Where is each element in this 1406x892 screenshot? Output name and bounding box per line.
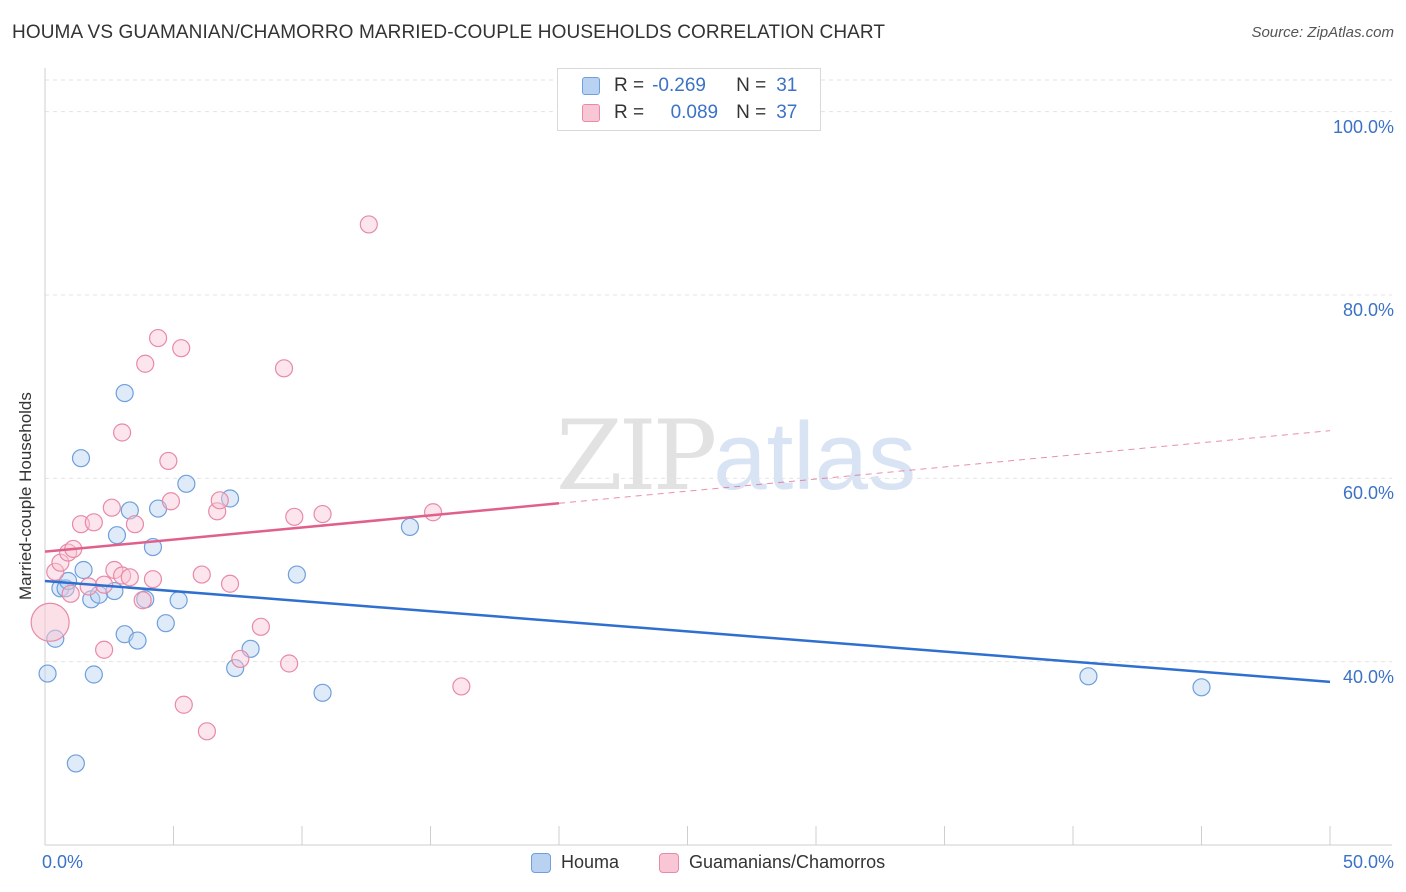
y-tick-label: 40.0%: [1342, 666, 1394, 687]
houma-point: [107, 526, 127, 545]
houma-point: [71, 449, 91, 468]
houma-point: [115, 383, 134, 403]
guam-point: [161, 492, 181, 511]
guam-point: [133, 591, 152, 610]
stats-row-guam: R = 0.089 N = 37: [582, 102, 797, 124]
guam-point: [84, 513, 103, 532]
y-tick-label: 60.0%: [1342, 483, 1394, 504]
guam-point: [251, 617, 270, 636]
legend-item-guam: Guamanians/Chamorros: [659, 852, 885, 873]
guam-point: [274, 359, 294, 378]
houma-point: [226, 658, 245, 678]
guam-point: [46, 562, 65, 581]
guam-point: [102, 498, 121, 517]
guam-point: [125, 515, 145, 534]
houma-point: [66, 754, 85, 773]
houma-point: [169, 591, 188, 610]
r-label: R =: [614, 75, 645, 96]
guam-point: [136, 354, 155, 373]
houma-trend-line: [44, 579, 1331, 684]
houma-point: [51, 579, 70, 598]
houma-point: [1192, 678, 1211, 697]
guam-point: [143, 570, 163, 589]
houma-point: [400, 517, 420, 537]
guam-trend-line: [44, 502, 560, 553]
legend-item-houma: Houma: [531, 852, 619, 873]
chart-title: HOUMA VS GUAMANIAN/CHAMORRO MARRIED-COUP…: [12, 22, 886, 43]
houma-point: [156, 614, 175, 633]
y-axis-label: Married-couple Households: [16, 392, 35, 600]
houma-point: [120, 501, 139, 520]
guam-point: [313, 504, 332, 524]
stats-legend: R = -0.269 N = 31 R = 0.089 N = 37: [557, 68, 821, 131]
legend-label: Houma: [561, 852, 620, 872]
houma-point: [38, 664, 57, 683]
x-tick-label: 50.0%: [1342, 852, 1394, 872]
guam-point: [148, 328, 168, 348]
watermark: ZIPatlas: [556, 400, 916, 512]
source-label: Source: ZipAtlas.com: [1251, 24, 1394, 41]
guam-swatch: [582, 104, 600, 122]
guam-point: [285, 507, 304, 526]
guam-point: [120, 568, 139, 587]
houma-legend-swatch: [531, 852, 551, 873]
guam-point: [359, 215, 378, 234]
guam-point: [112, 423, 132, 442]
houma-point: [128, 631, 147, 650]
houma-point: [74, 560, 93, 580]
guam-point: [51, 553, 70, 572]
n-value: 31: [776, 75, 798, 96]
guam-point: [79, 577, 98, 596]
guam-legend-swatch: [659, 852, 679, 873]
r-value: 0.089: [670, 102, 719, 123]
guam-point: [172, 339, 191, 358]
guam-point: [208, 502, 227, 521]
guam-point: [197, 722, 217, 741]
guam-point: [174, 695, 193, 714]
houma-point: [177, 474, 196, 493]
houma-point: [287, 565, 306, 584]
n-value: 37: [776, 102, 798, 123]
guam-point: [452, 677, 471, 696]
guam-point: [220, 574, 240, 593]
y-tick-label: 100.0%: [1332, 116, 1394, 137]
houma-point: [313, 683, 332, 702]
r-value: -0.269: [652, 75, 706, 96]
houma-point: [84, 665, 103, 684]
y-tick-label: 80.0%: [1342, 300, 1394, 320]
houma-point: [1079, 667, 1098, 686]
watermark-atlas: atlas: [713, 403, 916, 510]
guam-point: [30, 602, 70, 642]
n-label: N =: [736, 75, 767, 96]
guam-point: [159, 451, 178, 471]
stats-row-houma: R = -0.269 N = 31: [582, 75, 797, 97]
guam-point: [192, 565, 211, 584]
guam-point: [95, 640, 114, 659]
watermark-zip: ZIP: [556, 400, 717, 512]
r-label: R =: [614, 102, 645, 123]
x-tick-label: 0.0%: [42, 852, 84, 872]
guam-point: [231, 649, 250, 669]
n-label: N =: [736, 102, 767, 123]
guam-trend-extension: [558, 430, 1331, 504]
legend-label: Guamanians/Chamorros: [689, 852, 886, 872]
guam-point: [210, 491, 229, 510]
guam-point: [280, 654, 299, 673]
guam-point: [423, 503, 443, 522]
guam-point: [61, 584, 80, 603]
houma-swatch: [582, 77, 600, 95]
